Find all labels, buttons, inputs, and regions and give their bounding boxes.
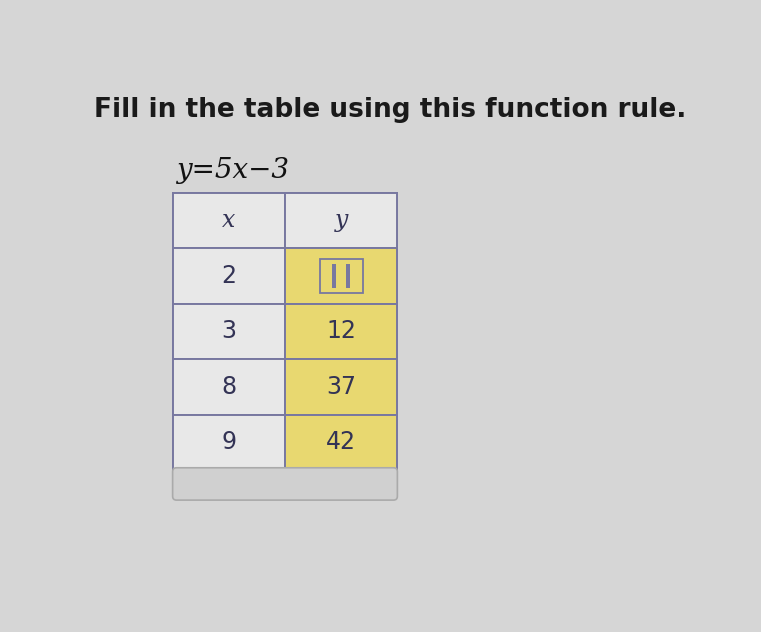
Bar bbox=[173, 304, 285, 359]
Bar bbox=[346, 264, 350, 288]
Bar bbox=[285, 359, 397, 415]
Bar bbox=[173, 248, 285, 304]
Text: Fill in the table using this function rule.: Fill in the table using this function ru… bbox=[94, 97, 686, 123]
Bar bbox=[285, 193, 397, 248]
Bar bbox=[173, 415, 285, 470]
Text: 2: 2 bbox=[221, 264, 237, 288]
Text: 12: 12 bbox=[326, 320, 356, 343]
Bar bbox=[173, 359, 285, 415]
Text: y: y bbox=[335, 209, 348, 232]
Bar bbox=[285, 415, 397, 470]
FancyBboxPatch shape bbox=[173, 468, 397, 500]
Bar bbox=[173, 193, 397, 470]
Bar bbox=[333, 264, 336, 288]
Text: y=5x−3: y=5x−3 bbox=[177, 157, 289, 184]
Bar bbox=[285, 304, 397, 359]
Text: 3: 3 bbox=[221, 320, 237, 343]
Text: 42: 42 bbox=[326, 430, 356, 454]
Text: 9: 9 bbox=[221, 430, 237, 454]
Bar bbox=[320, 259, 362, 293]
Text: 8: 8 bbox=[221, 375, 237, 399]
Text: x: x bbox=[222, 209, 235, 232]
Bar bbox=[173, 193, 285, 248]
Bar bbox=[285, 248, 397, 304]
Text: 37: 37 bbox=[326, 375, 356, 399]
